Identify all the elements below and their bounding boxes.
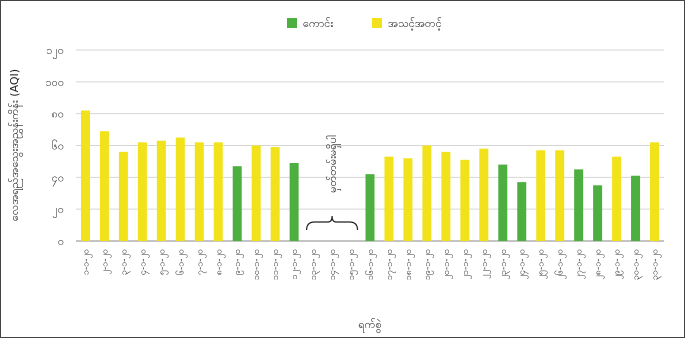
x-tick-label: ၂၃-၁-၂၀ — [499, 249, 510, 280]
bar-good — [631, 175, 641, 241]
legend-label-good: ကောင်း — [303, 17, 333, 30]
bar-moderate — [479, 148, 489, 241]
legend-label-moderate: အသင့်အတင့် — [388, 17, 442, 31]
x-tick-labels: ၁-၁-၂၀ ၂-၁-၂၀ ၃-၁-၂၀ ၄-၁-၂၀ ၅-၁-၂၀ ၆-၁-၂၀ ၇-၁-… — [81, 249, 661, 280]
bar-moderate — [99, 131, 109, 241]
bar-good — [365, 174, 375, 241]
bar-moderate — [137, 142, 147, 241]
bar-moderate — [612, 156, 622, 241]
x-tick-label: ၁၈-၁-၂၀ — [404, 249, 415, 280]
y-tick-label: ၀ — [58, 235, 64, 248]
bar-moderate — [422, 145, 432, 241]
x-tick-label: ၁၀-၁-၂၀ — [252, 249, 263, 280]
x-tick-label: ၄-၁-၂၀ — [138, 249, 149, 275]
y-tick-label: ၄၀ — [52, 171, 64, 186]
missing-data-label: မှတ်တမ်းမရှိပါ — [326, 135, 341, 193]
bar-good — [232, 166, 242, 241]
bar-moderate — [460, 159, 470, 241]
x-tick-label: ၂၀-၁-၂၀ — [442, 249, 453, 280]
y-tick-label: ၂၀ — [52, 203, 64, 218]
x-tick-label: ၂-၁-၂၀ — [100, 249, 111, 274]
legend-swatch-good — [287, 18, 297, 28]
x-tick-label: ၅-၁-၂၀ — [157, 249, 168, 275]
x-tick-label: ၂၅-၁-၂၀ — [537, 249, 548, 280]
x-tick-label: ၁၄-၁-၂၀ — [328, 249, 339, 280]
bar-moderate — [384, 156, 394, 241]
missing-data-annotation: မှတ်တမ်းမရှိပါ — [306, 135, 359, 231]
x-tick-label: ၁၁-၁-၂၀ — [271, 249, 282, 280]
x-tick-label: ၁၅-၁-၂၀ — [347, 249, 358, 280]
bar-moderate — [213, 142, 223, 241]
bar-good — [517, 182, 527, 241]
x-tick-label: ၁၆-၁-၂၀ — [365, 249, 377, 280]
bar-moderate — [441, 151, 451, 241]
x-tick-label: ၂၁-၁-၂၀ — [461, 249, 472, 280]
x-tick-label: ၇-၁-၂၀ — [195, 249, 206, 275]
y-tick-label: ၆၀ — [52, 140, 64, 153]
grid — [76, 49, 664, 242]
bar-moderate — [403, 158, 413, 241]
y-tick-label: ၁၀၀ — [45, 76, 64, 89]
x-tick-label: ၁-၁-၂၀ — [81, 249, 92, 275]
bar-moderate — [175, 137, 185, 241]
x-tick-label: ၉-၁-၂၀ — [233, 249, 244, 275]
x-tick-label: ၂၇-၁-၂၀ — [575, 249, 586, 280]
x-tick-label: ၂၆-၁-၂၀ — [555, 249, 567, 280]
bars — [80, 110, 660, 241]
bar-good — [289, 163, 299, 241]
bar-moderate — [536, 150, 546, 241]
bar-moderate — [270, 147, 280, 241]
x-tick-label: ၁၇-၁-၂၀ — [385, 249, 396, 280]
bar-good — [498, 164, 508, 241]
x-tick-label: ၂၂-၁-၂၀ — [480, 249, 491, 279]
x-tick-label: ၂၄-၁-၂၀ — [518, 249, 529, 280]
bar-moderate — [118, 151, 128, 241]
bar-moderate — [650, 142, 660, 241]
y-axis-label: လေအရည်အသွေးအညွှန်းကိန်း (AQI) — [8, 69, 23, 221]
bar-moderate — [156, 140, 166, 241]
x-tick-label: ၂၈-၁-၂၀ — [594, 249, 605, 280]
y-tick-label: ၁၂၀ — [46, 44, 64, 59]
x-tick-label: ၂၉-၁-၂၀ — [613, 249, 624, 280]
bar-good — [593, 185, 603, 241]
bar-moderate — [194, 142, 204, 241]
x-tick-label: ၁၂-၁-၂၀ — [290, 249, 301, 280]
y-tick-label: ၈၀ — [52, 108, 64, 121]
bar-moderate — [251, 145, 261, 241]
x-tick-label: ၃-၁-၂၀ — [119, 249, 130, 275]
x-tick-label: ၁၃-၁-၂၀ — [309, 249, 320, 280]
y-tick-labels: ၀ ၂၀ ၄၀ ၆၀ ၈၀ ၁၀၀ ၁၂၀ — [45, 44, 64, 248]
bar-moderate — [555, 150, 565, 241]
x-tick-label: ၁၉-၁-၂၀ — [423, 249, 434, 280]
legend: ကောင်း အသင့်အတင့် — [287, 17, 442, 31]
legend-swatch-moderate — [372, 18, 382, 28]
x-tick-label: ၈-၁-၂၀ — [214, 249, 225, 275]
x-axis-label: ရက်စွဲ — [358, 318, 381, 333]
bar-moderate — [80, 110, 90, 241]
x-tick-label: ၃၁-၁-၂၀ — [651, 249, 662, 280]
missing-data-brace — [306, 215, 359, 231]
x-tick-label: ၃၀-၁-၂၀ — [632, 249, 643, 280]
bar-good — [574, 169, 584, 241]
x-tick-label: ၆-၁-၂၀ — [175, 249, 187, 275]
